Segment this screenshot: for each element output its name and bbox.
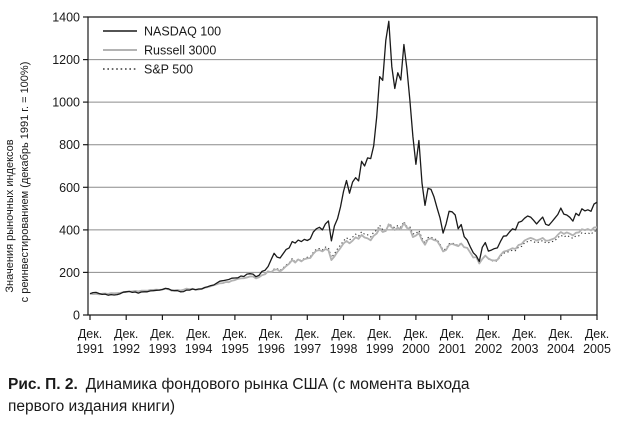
y-tick-label: 600 — [59, 181, 80, 195]
legend-label-russell-3000: Russell 3000 — [144, 44, 216, 58]
x-tick-label-year: 1993 — [148, 342, 176, 356]
x-tick-label-year: 2000 — [402, 342, 430, 356]
series-line-sp-500 — [89, 221, 597, 295]
y-axis-label-line2: с реинвестированием (декабрь 1991 г. = 1… — [19, 62, 31, 303]
caption-line1: Динамика фондового рынка США (с момента … — [85, 376, 470, 393]
y-tick-label: 200 — [59, 266, 80, 280]
x-tick-label-month: Дек. — [78, 327, 102, 341]
x-tick-label-year: 1992 — [112, 342, 140, 356]
x-tick-label-year: 2001 — [438, 342, 466, 356]
series-line-nasdaq-100 — [89, 20, 598, 296]
x-tick-label-year: 2005 — [583, 342, 611, 356]
x-tick-label-month: Дек. — [476, 327, 500, 341]
x-tick-label-month: Дек. — [585, 327, 609, 341]
y-tick-label: 1000 — [52, 96, 80, 110]
y-tick-label: 400 — [59, 223, 80, 237]
x-tick-label-month: Дек. — [223, 327, 247, 341]
caption-label: Рис. П. 2. — [8, 376, 78, 393]
x-tick-label-month: Дек. — [331, 327, 355, 341]
x-tick-label-year: 1995 — [221, 342, 249, 356]
x-tick-label-year: 1996 — [257, 342, 285, 356]
x-tick-label-year: 2004 — [547, 342, 575, 356]
x-tick-label-month: Дек. — [150, 327, 174, 341]
x-tick-label-month: Дек. — [512, 327, 536, 341]
x-tick-label-month: Дек. — [549, 327, 573, 341]
x-tick-label-year: 1994 — [185, 342, 213, 356]
y-tick-label: 1200 — [52, 53, 80, 67]
y-tick-label: 1400 — [52, 11, 80, 25]
x-tick-label-month: Дек. — [259, 327, 283, 341]
x-tick-label-year: 2002 — [474, 342, 502, 356]
legend-label-nasdaq-100: NASDAQ 100 — [144, 25, 221, 39]
caption-line2: первого издания книги) — [8, 398, 176, 415]
x-tick-label-year: 1991 — [76, 342, 104, 356]
y-axis-label-line1: Значения рыночных индексов — [4, 139, 16, 292]
figure-caption: Рис. П. 2. Динамика фондового рынка США (… — [8, 374, 619, 418]
x-tick-label-year: 1997 — [293, 342, 321, 356]
x-tick-label-year: 1998 — [330, 342, 358, 356]
x-tick-label-month: Дек. — [186, 327, 210, 341]
x-tick-label-year: 2003 — [511, 342, 539, 356]
y-tick-label: 800 — [59, 138, 80, 152]
x-tick-label-year: 1999 — [366, 342, 394, 356]
x-tick-label-month: Дек. — [114, 327, 138, 341]
x-tick-label-month: Дек. — [368, 327, 392, 341]
y-tick-label: 0 — [73, 309, 80, 323]
x-tick-label-month: Дек. — [440, 327, 464, 341]
x-tick-label-month: Дек. — [295, 327, 319, 341]
series-line-russell-3000 — [89, 222, 598, 296]
stock-index-chart: 0200400600800100012001400Дек.1991Дек.199… — [4, 11, 611, 357]
x-tick-label-month: Дек. — [404, 327, 428, 341]
legend-label-sp-500: S&P 500 — [144, 63, 193, 77]
caption-text: Динамика фондового рынка США (с момента … — [8, 376, 470, 415]
